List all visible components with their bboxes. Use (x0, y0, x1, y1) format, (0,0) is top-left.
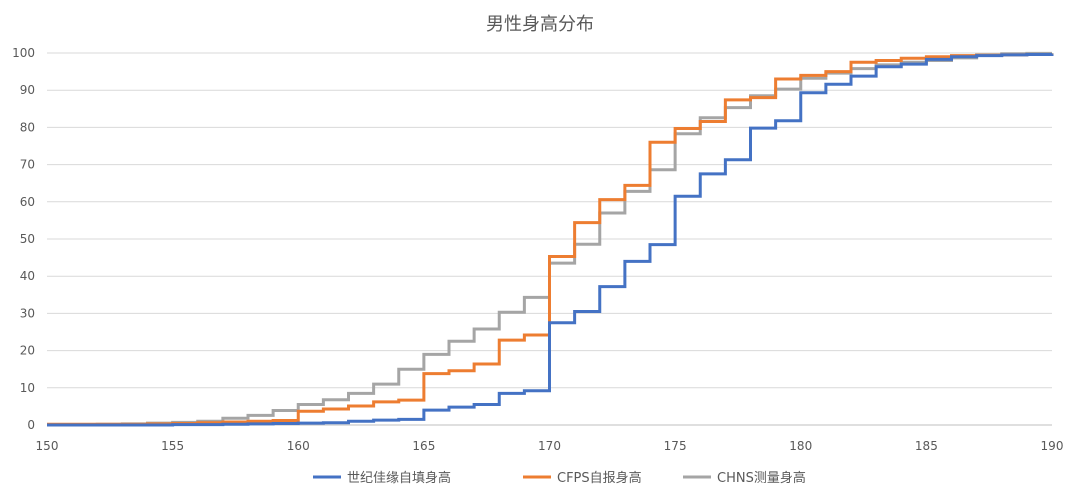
y-tick-label: 90 (20, 83, 35, 97)
x-tick-label: 160 (287, 439, 310, 453)
x-tick-label: 155 (161, 439, 184, 453)
legend: 世纪佳缘自填身高 CFPS自报身高 CHNS测量身高 (313, 470, 806, 486)
y-tick-label: 20 (20, 344, 35, 358)
y-tick-labels: 0 10 20 30 40 50 60 70 80 90 100 (12, 46, 35, 432)
x-tick-label: 170 (538, 439, 561, 453)
legend-label: CHNS测量身高 (717, 470, 806, 486)
y-tick-label: 60 (20, 195, 35, 209)
x-tick-label: 175 (664, 439, 687, 453)
x-tick-label: 185 (915, 439, 938, 453)
y-tick-label: 10 (20, 381, 35, 395)
y-tick-label: 80 (20, 120, 35, 134)
legend-label: 世纪佳缘自填身高 (347, 470, 451, 486)
series-layer (47, 51, 1054, 427)
x-tick-label: 180 (789, 439, 812, 453)
series-line-3 (47, 51, 1054, 427)
x-tick-labels: 150 155 160 165 170 175 180 185 190 (36, 439, 1064, 453)
legend-label: CFPS自报身高 (557, 470, 642, 486)
x-tick-label: 150 (36, 439, 59, 453)
series-line-1 (47, 52, 1054, 427)
chart-title: 男性身高分布 (486, 14, 594, 35)
y-tick-label: 70 (20, 158, 35, 172)
x-tick-label: 165 (412, 439, 435, 453)
x-tick-label: 190 (1041, 439, 1064, 453)
y-tick-label: 100 (12, 46, 35, 60)
y-tick-label: 0 (27, 418, 35, 432)
y-tick-label: 30 (20, 306, 35, 320)
series-line-2 (47, 52, 1054, 426)
y-tick-label: 40 (20, 269, 35, 283)
y-tick-label: 50 (20, 232, 35, 246)
